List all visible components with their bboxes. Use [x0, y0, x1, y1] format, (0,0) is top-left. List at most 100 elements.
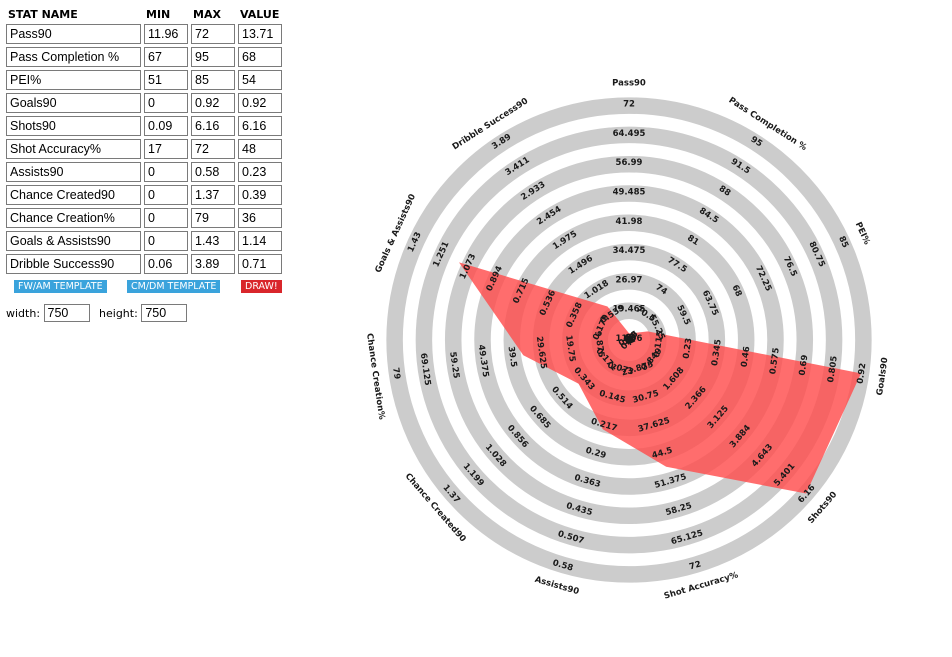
stat-cell: 67	[144, 47, 188, 67]
stat-name-input[interactable]: Shot Accuracy%	[6, 139, 141, 159]
stat-min-input[interactable]: 11.96	[144, 24, 188, 44]
stat-name-input[interactable]: Chance Creation%	[6, 208, 141, 228]
stat-max-input[interactable]: 85	[191, 70, 235, 90]
tick-label: 0	[625, 336, 636, 343]
tick-label: 0.345	[710, 339, 724, 367]
stat-max-input[interactable]: 79	[191, 208, 235, 228]
stat-max-input[interactable]: 0.58	[191, 162, 235, 182]
stat-cell: 54	[238, 70, 282, 90]
tick-label: 72	[688, 559, 702, 572]
stat-row: Goals & Assists90 0 1.43 1.14	[6, 231, 282, 251]
axis-name-label: Goals90	[875, 357, 890, 396]
stat-value-input[interactable]: 6.16	[238, 116, 282, 136]
stat-row: Goals90 0 0.92 0.92	[6, 93, 282, 113]
stat-cell: 79	[191, 208, 235, 228]
stat-max-input[interactable]: 95	[191, 47, 235, 67]
axis-name-label: Assists90	[534, 575, 581, 597]
stat-row: Pass Completion % 67 95 68	[6, 47, 282, 67]
radar-value-area	[459, 262, 861, 494]
draw-button[interactable]: DRAW!	[241, 280, 282, 293]
stat-cell: Goals & Assists90	[6, 231, 141, 251]
stat-value-input[interactable]: 13.71	[238, 24, 282, 44]
axis-name-label: PEI%	[853, 221, 872, 247]
template-button-row: FW/AM TEMPLATE CM/DM TEMPLATE DRAW!	[6, 280, 285, 294]
stat-min-input[interactable]: 0	[144, 208, 188, 228]
stat-name-input[interactable]: Goals90	[6, 93, 141, 113]
stat-min-input[interactable]: 17	[144, 139, 188, 159]
stat-min-input[interactable]: 0.09	[144, 116, 188, 136]
stat-max-input[interactable]: 72	[191, 24, 235, 44]
tick-label: 0.805	[826, 355, 840, 383]
stat-cell: 17	[144, 139, 188, 159]
stat-value-input[interactable]: 0.92	[238, 93, 282, 113]
stat-cell: Assists90	[6, 162, 141, 182]
tick-label: 19.465	[613, 305, 646, 315]
stat-min-input[interactable]: 51	[144, 70, 188, 90]
stat-name-input[interactable]: Shots90	[6, 116, 141, 136]
stat-value-input[interactable]: 48	[238, 139, 282, 159]
stat-max-input[interactable]: 1.43	[191, 231, 235, 251]
tick-label: 51	[623, 332, 637, 347]
stat-cell: Dribble Success90	[6, 254, 141, 274]
stat-value-input[interactable]: 54	[238, 70, 282, 90]
stat-cell: 36	[238, 208, 282, 228]
stat-cell: 0.39	[238, 185, 282, 205]
tick-label: 0	[622, 335, 634, 345]
width-input[interactable]: 750	[43, 304, 90, 322]
stat-name-input[interactable]: Chance Created90	[6, 185, 141, 205]
axis-name-label: Pass90	[612, 79, 646, 89]
tick-label: 0.69	[798, 354, 811, 376]
tick-label: 72	[623, 100, 635, 110]
stat-cell: Pass Completion %	[6, 47, 141, 67]
stat-cell: 0	[144, 162, 188, 182]
stat-name-input[interactable]: PEI%	[6, 70, 141, 90]
dimension-controls: width: 750 height: 750	[6, 304, 188, 322]
tick-label: 79	[390, 367, 402, 380]
stat-min-input[interactable]: 0.06	[144, 254, 188, 274]
width-label: width:	[6, 306, 41, 320]
tick-label: 0.575	[768, 347, 782, 375]
stat-min-input[interactable]: 0	[144, 185, 188, 205]
tick-label: 0.115	[652, 330, 666, 358]
stat-name-input[interactable]: Goals & Assists90	[6, 231, 141, 251]
tick-label: 68	[729, 283, 743, 298]
fw-am-template-button[interactable]: FW/AM TEMPLATE	[14, 280, 107, 293]
stat-min-input[interactable]: 0	[144, 231, 188, 251]
radar-ring	[444, 155, 814, 525]
stat-cell: 0.92	[191, 93, 235, 113]
stat-min-input[interactable]: 67	[144, 47, 188, 67]
stat-max-input[interactable]: 1.37	[191, 185, 235, 205]
tick-label: 85	[836, 235, 850, 250]
tick-label: 59.25	[447, 351, 461, 379]
stat-value-input[interactable]: 0.23	[238, 162, 282, 182]
stat-cell: 11.96	[144, 24, 188, 44]
stat-name-input[interactable]: Assists90	[6, 162, 141, 182]
cm-dm-template-button[interactable]: CM/DM TEMPLATE	[127, 280, 221, 293]
radar-ring	[386, 97, 872, 583]
stat-rows: Pass90 11.96 72 13.71 Pass Completion % 67 95 6…	[6, 24, 282, 274]
stat-row: Shots90 0.09 6.16 6.16	[6, 116, 282, 136]
stat-max-input[interactable]: 3.89	[191, 254, 235, 274]
stat-max-input[interactable]: 0.92	[191, 93, 235, 113]
stat-max-input[interactable]: 72	[191, 139, 235, 159]
stat-min-input[interactable]: 0	[144, 162, 188, 182]
stat-cell: 0.71	[238, 254, 282, 274]
stat-min-input[interactable]: 0	[144, 93, 188, 113]
tick-label: 56.99	[616, 158, 643, 168]
tick-label: 11.96	[616, 334, 643, 344]
stat-value-input[interactable]: 36	[238, 208, 282, 228]
stat-value-input[interactable]: 0.39	[238, 185, 282, 205]
stat-cell: 0	[144, 208, 188, 228]
stat-name-input[interactable]: Dribble Success90	[6, 254, 141, 274]
stat-name-input[interactable]: Pass Completion %	[6, 47, 141, 67]
stat-value-input[interactable]: 68	[238, 47, 282, 67]
stat-name-input[interactable]: Pass90	[6, 24, 141, 44]
stat-max-input[interactable]: 6.16	[191, 116, 235, 136]
stat-cell: Chance Created90	[6, 185, 141, 205]
stat-value-input[interactable]: 0.71	[238, 254, 282, 274]
stat-value-input[interactable]: 1.14	[238, 231, 282, 251]
height-input[interactable]: 750	[141, 304, 188, 322]
stat-cell: 1.43	[191, 231, 235, 251]
stat-cell: 72	[191, 139, 235, 159]
header-stat-name: STAT NAME	[8, 7, 78, 21]
